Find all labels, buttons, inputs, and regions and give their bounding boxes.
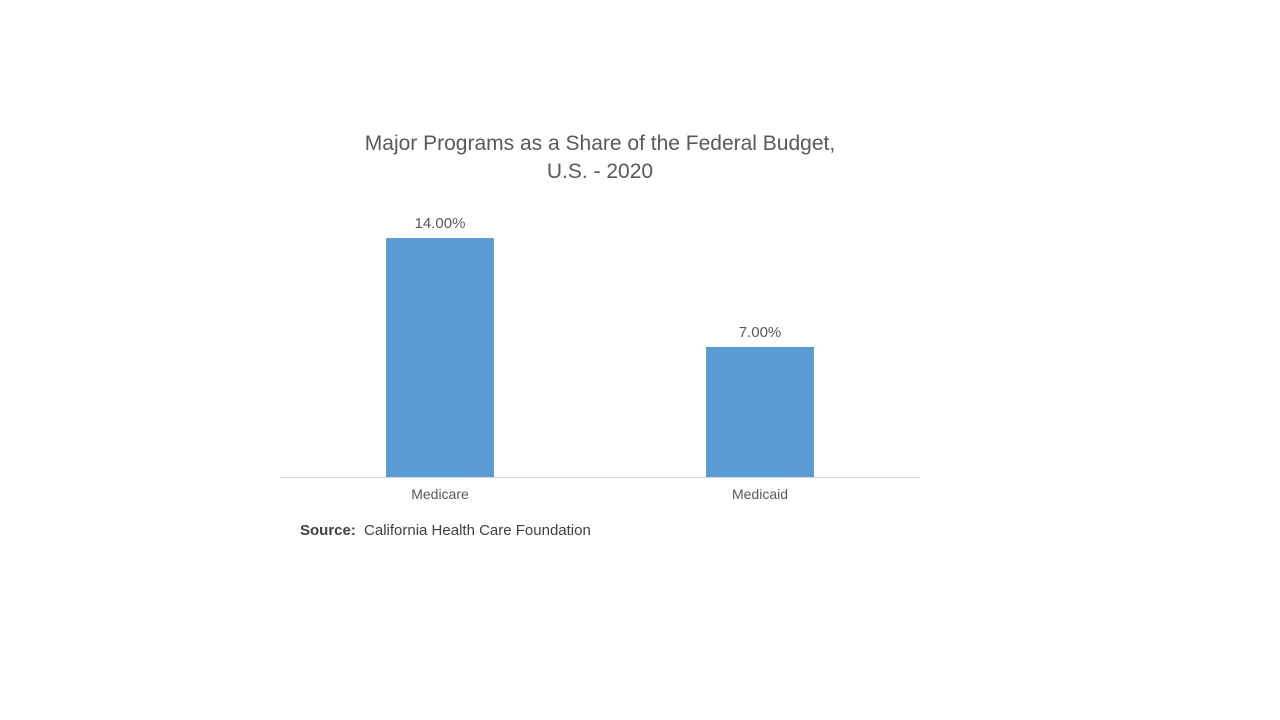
- chart-title: Major Programs as a Share of the Federal…: [280, 130, 920, 187]
- bar-medicare: [386, 238, 494, 477]
- bar-slot-medicare: 14.00%: [280, 215, 600, 477]
- source-line: Source: California Health Care Foundatio…: [280, 522, 920, 539]
- value-label-medicare: 14.00%: [415, 215, 466, 232]
- source-text: California Health Care Foundation: [364, 522, 591, 539]
- x-label-medicare: Medicare: [280, 486, 600, 502]
- plot-area: 14.00% 7.00%: [280, 215, 920, 478]
- bar-medicaid: [706, 347, 814, 477]
- source-label: Source:: [300, 522, 356, 539]
- chart-title-line1: Major Programs as a Share of the Federal…: [365, 132, 835, 155]
- x-label-medicaid: Medicaid: [600, 486, 920, 502]
- chart-container: Major Programs as a Share of the Federal…: [280, 130, 920, 539]
- value-label-medicaid: 7.00%: [739, 324, 782, 341]
- chart-title-line2: U.S. - 2020: [547, 160, 653, 183]
- x-axis-labels: Medicare Medicaid: [280, 486, 920, 502]
- bar-slot-medicaid: 7.00%: [600, 215, 920, 477]
